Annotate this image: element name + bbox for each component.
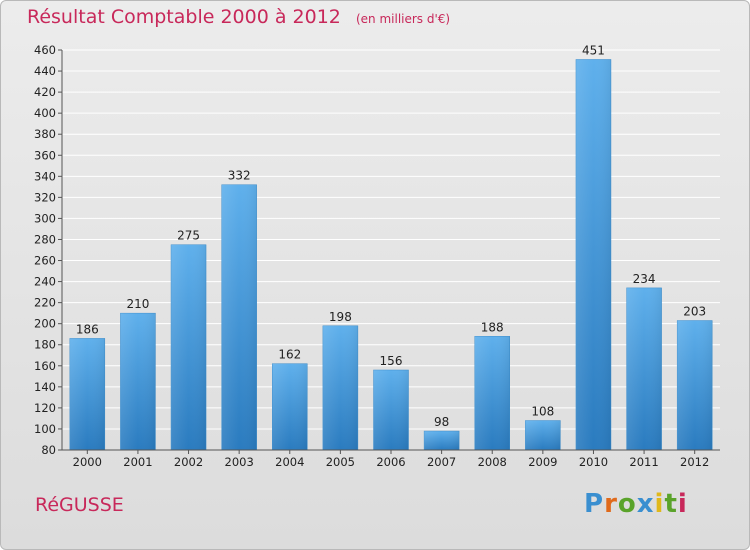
y-tick-label: 140 <box>34 380 56 394</box>
bar-shine <box>272 363 308 450</box>
y-tick-label: 320 <box>34 190 56 204</box>
y-tick-label: 80 <box>41 443 56 457</box>
logo-letter: i <box>677 489 688 519</box>
y-tick-label: 360 <box>34 148 56 162</box>
bar-value-label: 198 <box>329 310 352 324</box>
x-tick-label: 2010 <box>579 455 608 469</box>
y-tick-label: 100 <box>34 422 56 436</box>
bar-value-label: 156 <box>380 354 403 368</box>
bar-shine <box>120 313 156 450</box>
x-tick-label: 2003 <box>225 455 254 469</box>
y-tick-label: 260 <box>34 254 56 268</box>
bar-value-label: 234 <box>633 272 656 286</box>
bar-value-label: 203 <box>683 305 706 319</box>
y-tick-label: 120 <box>34 401 56 415</box>
bar-shine <box>525 420 561 450</box>
x-tick-label: 2001 <box>123 455 152 469</box>
y-tick-label: 400 <box>34 106 56 120</box>
y-tick-label: 240 <box>34 275 56 289</box>
bar-shine <box>373 370 409 450</box>
logo-letter: r <box>604 489 618 519</box>
x-tick-label: 2012 <box>680 455 709 469</box>
commune-name: RéGUSSE <box>35 494 124 516</box>
chart-header: Résultat Comptable 2000 à 2012 (en milli… <box>27 6 450 28</box>
x-tick-label: 2007 <box>427 455 456 469</box>
bar-value-label: 108 <box>531 405 554 419</box>
bar-shine <box>221 184 257 450</box>
bar-shine <box>424 431 460 450</box>
logo-letter: o <box>617 489 637 519</box>
y-tick-label: 380 <box>34 127 56 141</box>
logo-letter: P <box>584 489 605 519</box>
chart-subtitle: (en milliers d'€) <box>355 12 451 26</box>
bar-value-label: 275 <box>177 229 200 243</box>
logo-letter: x <box>636 489 655 519</box>
y-tick-label: 160 <box>34 359 56 373</box>
axes <box>58 49 720 454</box>
bar-value-label: 162 <box>278 348 301 362</box>
bar-value-label: 186 <box>76 322 99 336</box>
bar-shine <box>626 287 662 450</box>
bar-value-label: 332 <box>228 169 251 183</box>
bar-shine <box>575 59 611 450</box>
bar-shine <box>171 244 207 450</box>
bar-value-label: 451 <box>582 43 605 57</box>
y-tick-label: 440 <box>34 64 56 78</box>
bar-shine <box>322 325 358 450</box>
logo-letter: t <box>664 489 678 519</box>
bar-value-label: 98 <box>434 415 449 429</box>
y-tick-label: 280 <box>34 232 56 246</box>
proxiti-logo: Proxiti <box>584 489 688 519</box>
x-tick-label: 2006 <box>376 455 405 469</box>
labels: 80 100 120 140 160 180 200 220 240 260 280 300 320 34… <box>34 43 709 469</box>
x-tick-label: 2005 <box>326 455 355 469</box>
bar-shine <box>69 338 105 450</box>
x-tick-label: 2009 <box>528 455 557 469</box>
y-tick-label: 340 <box>34 169 56 183</box>
y-tick-label: 220 <box>34 296 56 310</box>
bar-shine <box>474 336 510 450</box>
bar-value-label: 188 <box>481 320 504 334</box>
y-tick-label: 180 <box>34 338 56 352</box>
bar-shine <box>677 320 713 450</box>
x-tick-label: 2004 <box>275 455 304 469</box>
x-tick-label: 2008 <box>478 455 507 469</box>
chart-title: Résultat Comptable 2000 à 2012 <box>27 6 341 28</box>
bar-value-label: 210 <box>126 297 149 311</box>
y-tick-label: 200 <box>34 317 56 331</box>
y-tick-label: 300 <box>34 211 56 225</box>
y-tick-label: 460 <box>34 43 56 57</box>
bars <box>69 59 713 451</box>
x-tick-label: 2002 <box>174 455 203 469</box>
x-tick-label: 2000 <box>73 455 102 469</box>
x-tick-label: 2011 <box>629 455 658 469</box>
logo-letter: i <box>654 489 665 519</box>
y-tick-label: 420 <box>34 85 56 99</box>
